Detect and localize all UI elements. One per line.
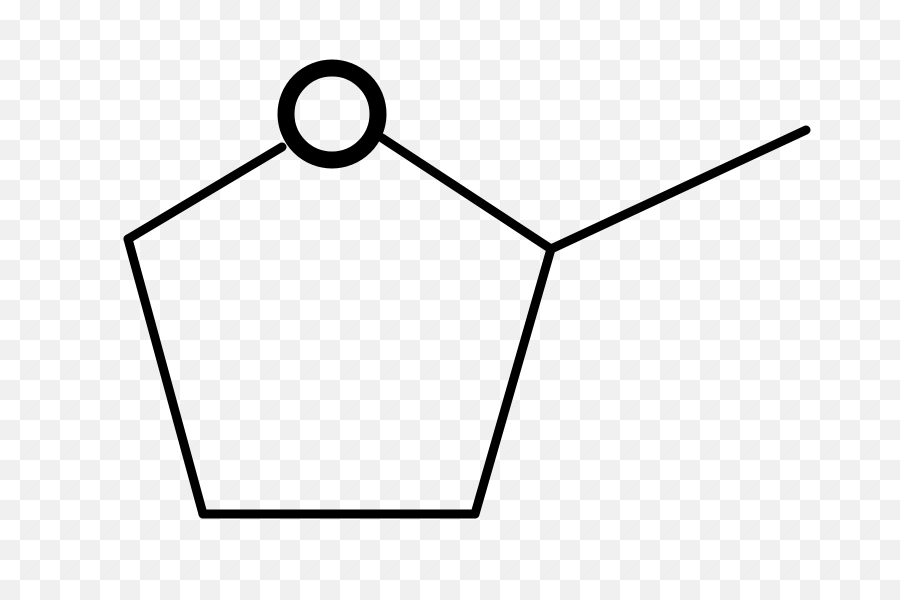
atoms-group <box>286 68 378 160</box>
oxygen-atom-label <box>286 68 378 160</box>
bond <box>551 130 806 249</box>
bond <box>475 249 551 514</box>
bond <box>128 147 282 239</box>
bonds-group <box>128 130 806 514</box>
molecule-diagram <box>0 0 900 600</box>
bond <box>128 239 203 514</box>
bond <box>382 138 551 249</box>
